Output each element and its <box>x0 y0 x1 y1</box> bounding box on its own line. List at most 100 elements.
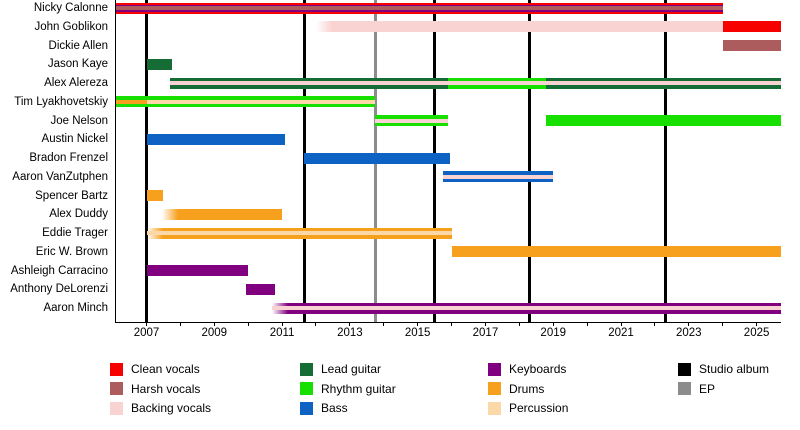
year-tick <box>315 322 317 326</box>
legend-label-keyboards: Keyboards <box>509 362 567 376</box>
legend-item-percussion: Percussion <box>488 401 568 415</box>
legend-label-clean-vocals: Clean vocals <box>131 362 200 376</box>
row-label-aaron-vanzutphen: Aaron VanZutphen <box>12 170 108 183</box>
role-stripe-tim-lyakhovetskiy-percussion <box>146 99 376 104</box>
row-label-bradon-frenzel: Bradon Frenzel <box>29 152 108 164</box>
legend-label-backing-vocals: Backing vocals <box>131 401 212 415</box>
year-tick <box>213 322 215 326</box>
year-tick <box>247 322 249 326</box>
legend-swatch-drums <box>488 382 501 395</box>
row-label-austin-nickel: Austin Nickel <box>41 133 108 146</box>
legend-item-keyboards: Keyboards <box>488 362 566 376</box>
row-label-nicky-calonne: Nicky Calonne <box>33 2 108 14</box>
year-tick <box>654 322 656 326</box>
tenure-bar-alex-duddy-drums <box>161 208 283 220</box>
legend-label-percussion: Percussion <box>509 401 569 415</box>
year-tick <box>417 322 419 326</box>
legend-label-harsh-vocals: Harsh vocals <box>131 381 201 396</box>
legend-label-rhythm-guitar: Rhythm guitar <box>321 381 396 396</box>
legend-swatch-backing-vocals <box>110 401 123 415</box>
studio-album-line <box>663 0 667 322</box>
year-label: 2007 <box>133 327 160 339</box>
row-label-john-goblikon: John Goblikon <box>34 20 108 33</box>
year-tick <box>146 322 147 326</box>
tenure-bar-joe-nelson-rhythm-guitar <box>546 115 781 126</box>
row-label-jason-kaye: Jason Kaye <box>47 58 108 71</box>
role-stripe-aaron-minch-backing-vocals <box>271 306 781 310</box>
year-tick <box>518 322 520 326</box>
legend-label-drums: Drums <box>509 381 545 396</box>
legend-item-ep: EP <box>678 382 715 396</box>
legend-swatch-clean-vocals <box>110 362 123 376</box>
tenure-bar-spencer-bartz-drums <box>146 190 164 201</box>
legend-item-rhythm-guitar: Rhythm guitar <box>300 382 396 396</box>
legend-label-lead-guitar: Lead guitar <box>321 362 382 376</box>
row-label-ashleigh-carracino: Ashleigh Carracino <box>10 264 108 277</box>
tenure-bar-dickie-allen-harsh-vocals <box>722 40 781 51</box>
role-stripe-alex-alereza-backing-vocals <box>170 81 781 85</box>
legend-item-bass: Bass <box>300 401 348 415</box>
legend-label-bass: Bass <box>321 401 348 415</box>
year-tick <box>451 322 453 326</box>
row-label-eric-w-brown: Eric W. Brown <box>35 245 108 258</box>
year-tick <box>349 322 351 326</box>
legend-swatch-ep <box>678 382 691 395</box>
role-stripe-aaron-vanzutphen-backing-vocals <box>443 174 554 179</box>
row-label-anthony-delorenzi: Anthony DeLorenzi <box>10 283 108 296</box>
year-tick <box>586 322 588 326</box>
tenure-bar-john-goblikon-backing-vocals <box>315 21 723 33</box>
row-label-alex-alereza: Alex Alereza <box>44 77 108 89</box>
year-tick <box>688 322 690 326</box>
role-stripe-eddie-trager-percussion <box>146 231 452 235</box>
member-name-axis: Nicky Calonne John Goblikon Dickie Allen Ja… <box>0 0 108 322</box>
tenure-bar-jason-kaye-lead-guitar <box>146 58 172 70</box>
year-label: 2025 <box>743 327 770 339</box>
year-tick <box>383 322 385 326</box>
row-label-alex-duddy: Alex Duddy <box>49 208 108 221</box>
year-label: 2011 <box>269 327 295 339</box>
tenure-bar-anthony-delorenzi-keyboards <box>246 283 276 295</box>
role-stripe-nicky-calonne-harsh-vocals <box>116 6 723 10</box>
year-label: 2009 <box>201 327 228 339</box>
tenure-bar-john-goblikon-clean-vocals <box>722 21 781 33</box>
year-tick <box>552 322 554 326</box>
legend-swatch-bass <box>300 401 313 415</box>
studio-album-line <box>145 0 148 322</box>
legend-item-lead-guitar: Lead guitar <box>300 362 381 376</box>
year-tick <box>484 322 486 326</box>
tenure-bar-bradon-frenzel-bass <box>304 152 450 164</box>
year-tick <box>620 322 622 326</box>
legend-swatch-studio-album <box>678 362 691 376</box>
tenure-bar-ashleigh-carracino-keyboards <box>146 265 249 276</box>
year-label: 2021 <box>608 327 634 339</box>
role-stripe-joe-nelson-backing-vocals <box>375 118 449 123</box>
row-label-aaron-minch: Aaron Minch <box>43 302 108 314</box>
legend-item-studio-album: Studio album <box>678 362 769 376</box>
year-tick <box>281 322 283 326</box>
row-label-tim-lyakhovetskiy: Tim Lyakhovetskiy <box>14 95 108 108</box>
legend-item-harsh-vocals: Harsh vocals <box>110 382 200 396</box>
year-label: 2017 <box>472 327 499 339</box>
year-tick <box>756 322 758 326</box>
year-label: 2019 <box>540 327 567 339</box>
row-label-spencer-bartz: Spencer Bartz <box>35 189 108 202</box>
year-label: 2023 <box>676 327 702 339</box>
legend-item-clean-vocals: Clean vocals <box>110 362 200 376</box>
studio-album-line <box>528 0 531 322</box>
row-label-joe-nelson: Joe Nelson <box>50 114 108 127</box>
year-label: 2013 <box>337 327 363 339</box>
role-stripe-tim-lyakhovetskiy-drums <box>116 99 147 104</box>
legend-swatch-percussion <box>488 401 501 415</box>
legend-swatch-keyboards <box>488 362 501 376</box>
row-label-eddie-trager: Eddie Trager <box>42 227 108 239</box>
legend-item-backing-vocals: Backing vocals <box>110 401 211 415</box>
legend-swatch-rhythm-guitar <box>300 382 313 395</box>
legend-item-drums: Drums <box>488 382 544 396</box>
tenure-bar-austin-nickel-bass <box>146 133 286 145</box>
tenure-bar-eric-w-brown-drums <box>451 246 781 258</box>
year-tick <box>722 322 724 326</box>
legend-label-studio-album: Studio album <box>699 362 770 376</box>
legend: Clean vocals Harsh vocals Backing vocals Le… <box>0 355 800 430</box>
year-tick <box>179 322 181 326</box>
